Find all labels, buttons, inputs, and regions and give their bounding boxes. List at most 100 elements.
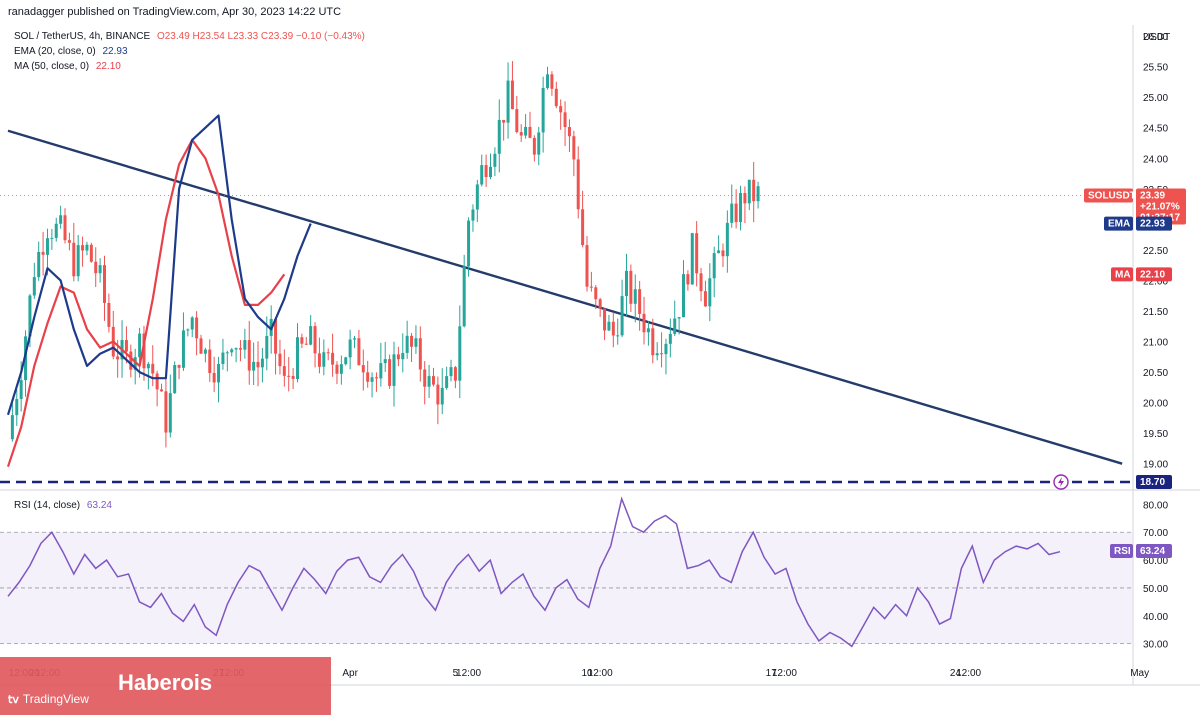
candle-body	[524, 126, 528, 136]
candle-body	[151, 363, 155, 374]
candle-body	[458, 326, 462, 381]
rsi-legend: RSI (14, close) 63.24	[14, 500, 112, 511]
candle-body	[423, 369, 427, 387]
candle-body	[124, 340, 128, 352]
candle-body	[103, 265, 106, 303]
candle-body	[81, 245, 85, 251]
candle-body	[550, 74, 554, 89]
candle-body	[752, 179, 756, 202]
candle-body	[138, 333, 142, 358]
ema-label: EMA (20, close, 0)	[14, 46, 96, 57]
ma-legend: MA (50, close, 0) 22.10	[14, 61, 121, 72]
ma-price-tag-text: 22.10	[1140, 269, 1165, 280]
candle-body	[282, 366, 286, 376]
candle-body	[471, 209, 475, 221]
candle-body	[410, 335, 414, 347]
candle-body	[50, 237, 54, 239]
candle-body	[309, 326, 313, 345]
candle-body	[94, 261, 98, 274]
candle-body	[414, 338, 418, 347]
candle-body	[532, 137, 536, 155]
candle-body	[484, 165, 488, 178]
candle-body	[624, 270, 628, 297]
candle-body	[37, 251, 41, 278]
candle-body	[335, 364, 339, 374]
candle-body	[633, 289, 637, 304]
candle-body	[594, 287, 598, 300]
last-price-tag-text: +21.07%	[1140, 202, 1180, 213]
candle-body	[436, 384, 440, 405]
candle-body	[85, 244, 89, 251]
candle-body	[203, 349, 207, 354]
time-tick-label: 12:00	[956, 668, 981, 679]
time-tick-label: 10	[581, 668, 593, 679]
candle-body	[721, 250, 725, 257]
candle-body	[445, 376, 449, 388]
candle-body	[611, 321, 615, 336]
candle-body	[607, 321, 611, 331]
candle-body	[708, 278, 712, 307]
price-tick-label: 26.00	[1143, 32, 1168, 43]
rsi-tick-label: 50.00	[1143, 584, 1168, 595]
candle-body	[510, 80, 514, 110]
candle-body	[366, 372, 370, 382]
time-tick-label: 12:00	[588, 668, 613, 679]
ma-name-tag-bg	[1111, 267, 1133, 282]
candle-body	[651, 328, 655, 356]
candle-body	[686, 274, 690, 285]
candle-body	[59, 215, 63, 224]
candle-body	[743, 193, 747, 204]
candle-body	[603, 308, 607, 331]
symbol-tag-text: SOLUSDT	[1088, 191, 1136, 202]
last-price-tag-text: 23.39	[1140, 191, 1165, 202]
ema-price-tag-bg	[1136, 216, 1172, 231]
candle-body	[519, 132, 523, 136]
candle-body	[379, 363, 383, 379]
candle-body	[300, 337, 304, 344]
candle-body	[195, 317, 199, 339]
candle-body	[238, 348, 242, 350]
candle-body	[449, 367, 453, 377]
tradingview-logo-icon: 𝗍𝗏	[8, 693, 19, 706]
candle-body	[370, 377, 374, 382]
time-tick-label: 17	[766, 668, 778, 679]
candle-body	[107, 302, 111, 327]
candle-body	[506, 80, 510, 123]
alert-bolt-icon	[1058, 477, 1064, 487]
candle-body	[155, 373, 159, 390]
candle-body	[19, 380, 23, 399]
candle-body	[41, 251, 45, 255]
candle-body	[388, 359, 392, 386]
ema-value: 22.93	[102, 46, 128, 57]
candle-body	[116, 356, 120, 360]
price-tick-label: 19.50	[1143, 429, 1168, 440]
candle-body	[234, 348, 238, 350]
rsi-label: RSI (14, close)	[14, 500, 81, 511]
candle-body	[164, 391, 168, 433]
currency-label: USDT	[1143, 32, 1170, 43]
candle-body	[129, 351, 133, 370]
support-tag-bg	[1136, 475, 1172, 489]
price-tick-label: 25.50	[1143, 63, 1168, 74]
candle-body	[186, 329, 190, 331]
candle-body	[243, 340, 247, 350]
candle-body	[374, 377, 378, 379]
candle-body	[265, 335, 269, 359]
candles-layer	[10, 61, 760, 448]
candle-body	[646, 328, 650, 333]
descending-trendline	[7, 129, 1123, 465]
candle-body	[217, 364, 221, 383]
candle-body	[296, 337, 299, 379]
rsi-price-tag-bg	[1136, 544, 1172, 559]
candle-body	[177, 365, 181, 368]
candle-body	[563, 112, 567, 128]
candle-body	[515, 109, 519, 133]
ema-price-tag-text: 22.93	[1140, 219, 1165, 230]
rsi-tick-label: 80.00	[1143, 500, 1168, 511]
candle-body	[291, 375, 295, 379]
candle-body	[54, 223, 58, 238]
tradingview-logo: 𝗍𝗏 TradingView	[8, 692, 89, 706]
candle-body	[440, 387, 444, 405]
candle-body	[734, 203, 738, 223]
candle-body	[717, 250, 721, 254]
